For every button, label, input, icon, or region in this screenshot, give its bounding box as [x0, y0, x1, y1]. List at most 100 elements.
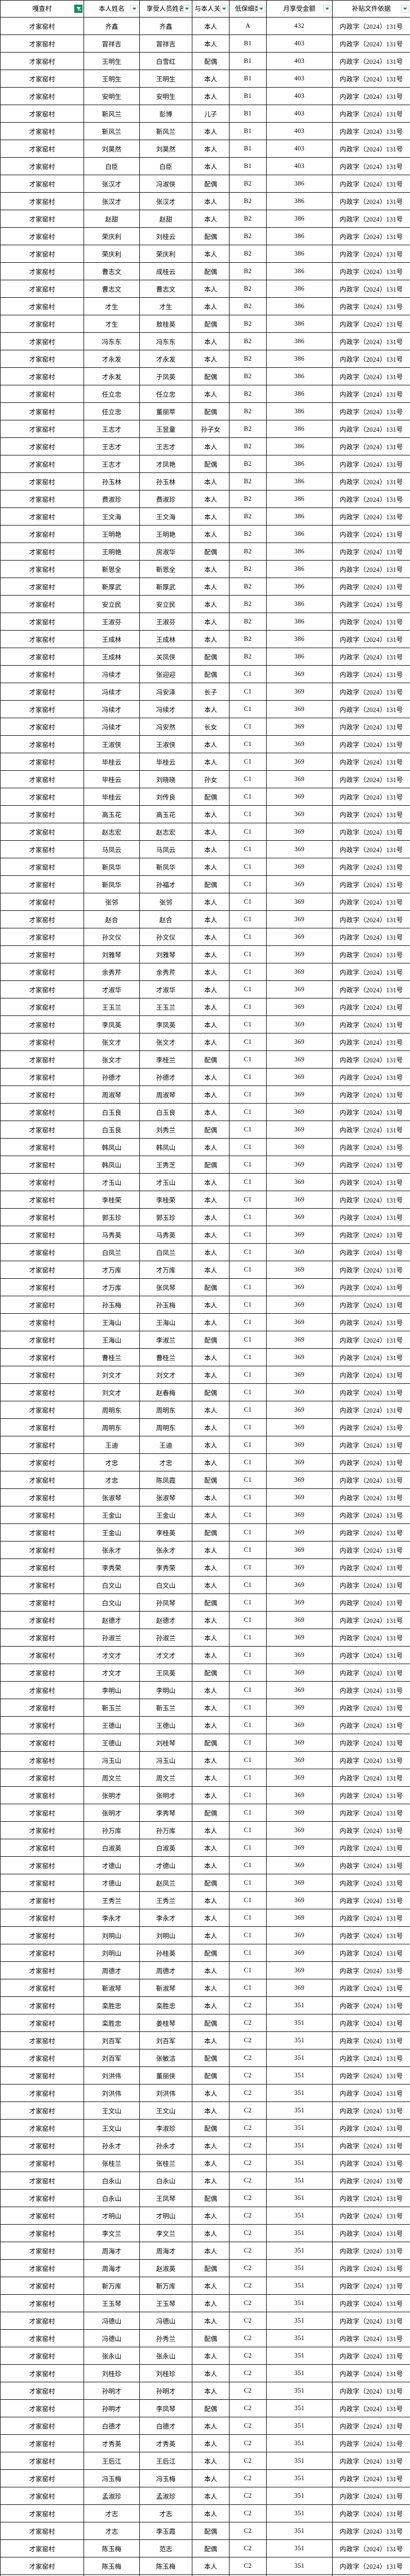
cell-village[interactable]: 才家窑村: [0, 1594, 84, 1612]
cell-docref[interactable]: 内政字（2024）131号: [332, 1278, 410, 1296]
cell-amount[interactable]: 369: [266, 1278, 333, 1296]
cell-village[interactable]: 才家窑村: [0, 595, 84, 613]
cell-holder-name[interactable]: 安明生: [84, 87, 140, 105]
filter-dropdown-icon[interactable]: [401, 5, 409, 13]
cell-category[interactable]: C1: [229, 1296, 267, 1314]
cell-docref[interactable]: 内政字（2024）131号: [332, 578, 410, 596]
cell-category[interactable]: C1: [229, 1909, 267, 1927]
table-row[interactable]: 才家窑村 赵合 赵合 本人 C1 369 内政字（2024）131号: [0, 910, 410, 928]
cell-amount[interactable]: 386: [266, 437, 333, 455]
filter-dropdown-icon[interactable]: [130, 5, 138, 13]
cell-relation[interactable]: 孙子女: [192, 420, 229, 438]
cell-beneficiary-name[interactable]: 房淑华: [139, 543, 192, 561]
cell-amount[interactable]: 369: [266, 1821, 333, 1839]
cell-relation[interactable]: 本人: [192, 893, 229, 911]
cell-holder-name[interactable]: 张汉才: [84, 175, 140, 193]
cell-category[interactable]: C1: [229, 1681, 267, 1699]
cell-beneficiary-name[interactable]: 马凤云: [139, 840, 192, 858]
cell-beneficiary-name[interactable]: 王淑芬: [139, 613, 192, 631]
cell-village[interactable]: 才家窑村: [0, 2487, 84, 2505]
filter-dropdown-icon[interactable]: [257, 5, 265, 13]
cell-amount[interactable]: 369: [266, 1261, 333, 1279]
table-row[interactable]: 才家窑村 王玉琴 王玉琴 本人 C2 351 内政字（2024）131号: [0, 2294, 410, 2312]
cell-relation[interactable]: 本人: [192, 998, 229, 1016]
cell-beneficiary-name[interactable]: 刘桂云: [139, 227, 192, 245]
cell-category[interactable]: B2: [229, 210, 267, 228]
cell-docref[interactable]: 内政字（2024）131号: [332, 1453, 410, 1471]
table-row[interactable]: 才家窑村 张永才 张永才 本人 C1 369 内政字（2024）131号: [0, 1541, 410, 1559]
cell-beneficiary-name[interactable]: 彭博: [139, 105, 192, 123]
cell-village[interactable]: 才家窑村: [0, 2329, 84, 2347]
cell-docref[interactable]: 内政字（2024）131号: [332, 560, 410, 578]
cell-beneficiary-name[interactable]: 白臣: [139, 157, 192, 175]
cell-docref[interactable]: 内政字（2024）131号: [332, 1856, 410, 1874]
cell-holder-name[interactable]: 冯玉山: [84, 1751, 140, 1769]
cell-beneficiary-name[interactable]: 刘明山: [139, 1926, 192, 1944]
cell-amount[interactable]: 351: [266, 2487, 333, 2505]
cell-beneficiary-name[interactable]: 王凤英: [139, 1664, 192, 1682]
cell-amount[interactable]: 386: [266, 560, 333, 578]
cell-beneficiary-name[interactable]: 王玉琴: [139, 2294, 192, 2312]
table-row[interactable]: 才家窑村 王玉兰 王玉兰 本人 C1 369 内政字（2024）131号: [0, 998, 410, 1016]
table-row[interactable]: 才家窑村 冯续才 张迎迎 配偶 C1 369 内政字（2024）131号: [0, 665, 410, 683]
table-row[interactable]: 才家窑村 才淑华 才淑华 本人 C1 369 内政字（2024）131号: [0, 980, 410, 998]
cell-holder-name[interactable]: 白臣: [84, 157, 140, 175]
cell-relation[interactable]: 配偶: [192, 875, 229, 893]
cell-relation[interactable]: 配偶: [192, 2539, 229, 2557]
cell-relation[interactable]: 本人: [192, 1453, 229, 1471]
cell-docref[interactable]: 内政字（2024）131号: [332, 1821, 410, 1839]
cell-docref[interactable]: 内政字（2024）131号: [332, 507, 410, 526]
cell-beneficiary-name[interactable]: 曹桂兰: [139, 1348, 192, 1366]
cell-relation[interactable]: 本人: [192, 2452, 229, 2470]
cell-docref[interactable]: 内政字（2024）131号: [332, 1383, 410, 1401]
cell-beneficiary-name[interactable]: 张邻: [139, 893, 192, 911]
cell-relation[interactable]: 孙女: [192, 770, 229, 788]
cell-beneficiary-name[interactable]: 孙明才: [139, 2382, 192, 2400]
cell-relation[interactable]: 本人: [192, 1208, 229, 1226]
cell-beneficiary-name[interactable]: 张敏洁: [139, 2049, 192, 2067]
cell-village[interactable]: 才家窑村: [0, 893, 84, 911]
cell-amount[interactable]: 369: [266, 893, 333, 911]
cell-docref[interactable]: 内政字（2024）131号: [332, 2469, 410, 2487]
cell-category[interactable]: C1: [229, 928, 267, 946]
cell-category[interactable]: C2: [229, 2084, 267, 2102]
cell-beneficiary-name[interactable]: 王秀兰: [139, 1891, 192, 1909]
cell-holder-name[interactable]: 靳凤华: [84, 858, 140, 876]
cell-beneficiary-name[interactable]: 周德才: [139, 1961, 192, 1979]
cell-amount[interactable]: 369: [266, 1961, 333, 1979]
cell-docref[interactable]: 内政字（2024）131号: [332, 1015, 410, 1033]
cell-village[interactable]: 才家窑村: [0, 1278, 84, 1296]
cell-docref[interactable]: 内政字（2024）131号: [332, 1716, 410, 1734]
cell-relation[interactable]: 本人: [192, 1296, 229, 1314]
cell-docref[interactable]: 内政字（2024）131号: [332, 2066, 410, 2084]
cell-village[interactable]: 才家窑村: [0, 35, 84, 53]
table-row[interactable]: 才家窑村 李永才 李永才 本人 C1 369 内政字（2024）131号: [0, 1909, 410, 1927]
cell-village[interactable]: 才家窑村: [0, 560, 84, 578]
cell-village[interactable]: 才家窑村: [0, 420, 84, 438]
cell-holder-name[interactable]: 王秀兰: [84, 1891, 140, 1909]
cell-relation[interactable]: 本人: [192, 1576, 229, 1594]
cell-amount[interactable]: 386: [266, 613, 333, 631]
cell-village[interactable]: 才家窑村: [0, 735, 84, 753]
table-row[interactable]: 才家窑村 费淑珍 费淑珍 本人 B2 386 内政字（2024）131号: [0, 490, 410, 508]
cell-category[interactable]: C2: [229, 2119, 267, 2137]
cell-amount[interactable]: 351: [266, 2504, 333, 2522]
cell-category[interactable]: B1: [229, 52, 267, 70]
cell-holder-name[interactable]: 白玉良: [84, 1121, 140, 1139]
cell-beneficiary-name[interactable]: 靳玉兰: [139, 1699, 192, 1717]
cell-beneficiary-name[interactable]: 栾胜忠: [139, 1996, 192, 2014]
table-row[interactable]: 才家窑村 孙淑兰 孙淑兰 本人 C1 369 内政字（2024）131号: [0, 1629, 410, 1647]
cell-docref[interactable]: 内政字（2024）131号: [332, 262, 410, 280]
cell-amount[interactable]: 369: [266, 1015, 333, 1033]
cell-village[interactable]: 才家窑村: [0, 2172, 84, 2190]
cell-village[interactable]: 才家窑村: [0, 840, 84, 858]
cell-category[interactable]: C1: [229, 1664, 267, 1682]
table-row[interactable]: 才家窑村 王明生 白雪红 配偶 B1 403 内政字（2024）131号: [0, 52, 410, 70]
cell-village[interactable]: 才家窑村: [0, 1681, 84, 1699]
cell-amount[interactable]: 369: [266, 753, 333, 771]
cell-beneficiary-name[interactable]: 白德才: [139, 2417, 192, 2435]
table-row[interactable]: 才家窑村 刘文才 刘文才 本人 C1 369 内政字（2024）131号: [0, 1366, 410, 1384]
cell-village[interactable]: 才家窑村: [0, 2417, 84, 2435]
table-row[interactable]: 才家窑村李万福李万福本人C2351内政字（2024）131号: [0, 2574, 410, 2576]
cell-beneficiary-name[interactable]: 安立民: [139, 595, 192, 613]
